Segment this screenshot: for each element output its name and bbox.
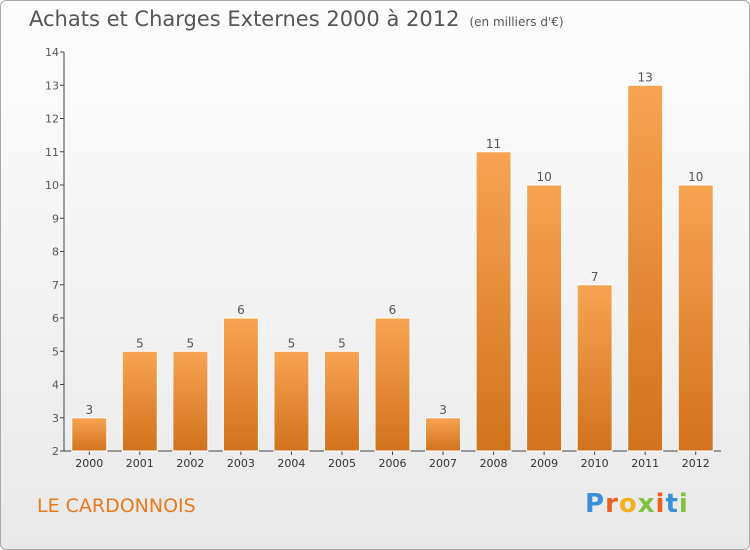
x-tick-label: 2003 xyxy=(227,457,255,470)
bar xyxy=(425,417,462,452)
bar xyxy=(172,350,209,452)
bar xyxy=(71,417,108,452)
logo-letter: i xyxy=(678,489,689,519)
x-tick-label: 2007 xyxy=(429,457,457,470)
logo-letter: x xyxy=(637,489,656,519)
x-tick-label: 2004 xyxy=(277,457,305,470)
x-tick-label: 2008 xyxy=(480,457,508,470)
x-tick-label: 2009 xyxy=(530,457,558,470)
y-tick-label: 11 xyxy=(45,146,59,159)
y-tick-label: 12 xyxy=(45,113,59,126)
y-tick-label: 7 xyxy=(52,279,59,292)
bar xyxy=(323,350,360,452)
bar xyxy=(576,284,613,452)
x-tick-label: 2011 xyxy=(631,457,659,470)
bar xyxy=(627,84,664,452)
bar-value-label: 5 xyxy=(136,336,144,350)
bar xyxy=(273,350,310,452)
logo-letter: o xyxy=(618,489,638,519)
bar-value-label: 6 xyxy=(237,303,245,317)
chart-title-text: Achats et Charges Externes 2000 à 2012 xyxy=(29,7,460,31)
y-tick-label: 6 xyxy=(52,312,59,325)
y-tick-label: 10 xyxy=(45,179,59,192)
logo-letter: t xyxy=(665,489,679,519)
bar-value-label: 7 xyxy=(591,270,599,284)
bar xyxy=(677,184,714,452)
x-tick-label: 2000 xyxy=(75,457,103,470)
logo-letter: i xyxy=(655,489,666,519)
logo-letter: P xyxy=(585,489,606,519)
y-tick-label: 8 xyxy=(52,246,59,259)
bar-value-label: 3 xyxy=(439,403,447,417)
x-tick-label: 2006 xyxy=(379,457,407,470)
x-tick-label: 2002 xyxy=(176,457,204,470)
place-name: LE CARDONNOIS xyxy=(37,495,196,517)
bar xyxy=(475,151,512,452)
bar-value-label: 13 xyxy=(638,70,653,84)
chart-title: Achats et Charges Externes 2000 à 2012 (e… xyxy=(29,7,564,31)
y-tick-label: 5 xyxy=(52,345,59,358)
y-tick-label: 13 xyxy=(45,79,59,92)
bar-value-label: 5 xyxy=(187,336,195,350)
bar-value-label: 5 xyxy=(338,336,346,350)
bar-value-label: 3 xyxy=(85,403,93,417)
y-tick-label: 2 xyxy=(52,445,59,458)
bar xyxy=(526,184,563,452)
bar xyxy=(222,317,259,452)
chart-bars: 3 5 5 6 5 5 6 3 11 10 7 13 10 xyxy=(71,70,714,452)
x-tick-label: 2010 xyxy=(581,457,609,470)
bar xyxy=(121,350,158,452)
x-tick-label: 2005 xyxy=(328,457,356,470)
proxiti-logo[interactable]: Proxiti xyxy=(585,489,689,519)
bar-value-label: 10 xyxy=(688,170,703,184)
logo-letter: r xyxy=(605,489,619,519)
bar-value-label: 5 xyxy=(288,336,296,350)
bar-value-label: 11 xyxy=(486,137,501,151)
y-tick-label: 4 xyxy=(52,379,59,392)
x-tick-label: 2001 xyxy=(126,457,154,470)
bar-value-label: 10 xyxy=(536,170,551,184)
bar-value-label: 6 xyxy=(389,303,397,317)
y-tick-label: 3 xyxy=(52,412,59,425)
bar xyxy=(374,317,411,452)
x-tick-label: 2012 xyxy=(682,457,710,470)
chart-subtitle: (en milliers d'€) xyxy=(469,15,564,29)
y-tick-label: 9 xyxy=(52,212,59,225)
y-tick-label: 14 xyxy=(45,46,59,59)
